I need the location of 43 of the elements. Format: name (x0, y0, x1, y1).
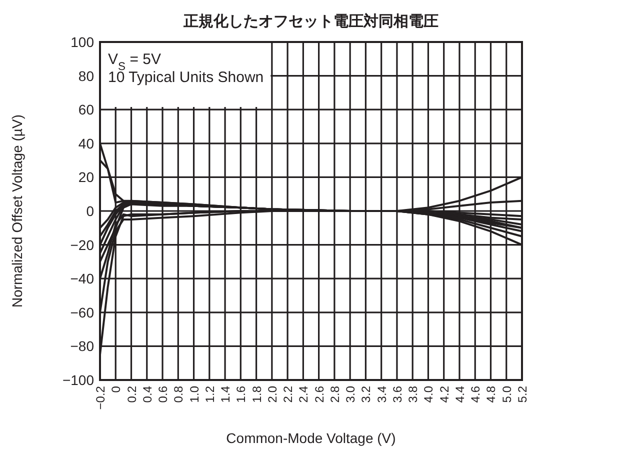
x-tick-label: 4.0 (422, 386, 436, 403)
x-tick-label: 4.2 (437, 386, 452, 403)
x-tick-label: 3.8 (406, 386, 420, 403)
y-tick-label: 60 (78, 102, 94, 118)
x-tick-label: 2.2 (281, 386, 296, 403)
y-tick-label: 80 (78, 68, 94, 84)
x-tick-label: 1.8 (250, 386, 264, 403)
y-tick-label: −40 (70, 270, 94, 287)
x-tick-label: −0.2 (94, 386, 108, 410)
x-tick-label: 0.4 (140, 386, 154, 403)
y-tick-label: 20 (78, 169, 94, 186)
x-tick-label: 4.4 (452, 386, 467, 403)
x-tick-label: 1.2 (202, 386, 217, 403)
y-tick-label: 100 (70, 34, 94, 50)
x-tick-label: 0.6 (156, 386, 170, 403)
y-axis-title: Normalized Offset Voltage (µV) (9, 114, 25, 308)
x-tick-label: 3.0 (344, 386, 358, 403)
x-tick-label: 3.4 (374, 386, 389, 403)
x-tick-label: 4.6 (468, 386, 483, 403)
chart-title: 正規化したオフセット電圧対同相電圧 (182, 12, 438, 30)
x-tick-label: 5.0 (500, 386, 514, 403)
x-tick-label: 1.6 (234, 386, 248, 403)
y-tick-label: −20 (70, 236, 94, 253)
x-tick-label: 5.2 (516, 386, 530, 403)
y-tick-label: 0 (86, 203, 94, 219)
x-tick-label: 1.0 (187, 386, 202, 403)
x-tick-label: 2.4 (296, 386, 311, 403)
x-tick-label: 4.8 (484, 386, 498, 403)
x-tick-label: 0 (109, 386, 124, 393)
y-tick-label: 40 (78, 135, 94, 152)
y-tick-label: −100 (62, 372, 94, 388)
x-tick-label: 2.6 (312, 386, 326, 403)
annotation: 10 Typical Units Shown (108, 69, 264, 86)
y-tick-label: −80 (70, 338, 94, 354)
x-tick-label: 3.6 (390, 386, 404, 403)
x-tick-label: 2.8 (328, 386, 342, 403)
y-tick-label: −60 (70, 304, 94, 320)
x-axis-title: Common-Mode Voltage (V) (226, 430, 396, 446)
x-tick-label: 3.2 (359, 386, 374, 403)
x-tick-label: 0.8 (172, 386, 186, 403)
x-tick-label: 0.2 (124, 386, 139, 403)
x-tick-label: 2.0 (265, 386, 280, 403)
x-tick-label: 1.4 (218, 386, 233, 403)
